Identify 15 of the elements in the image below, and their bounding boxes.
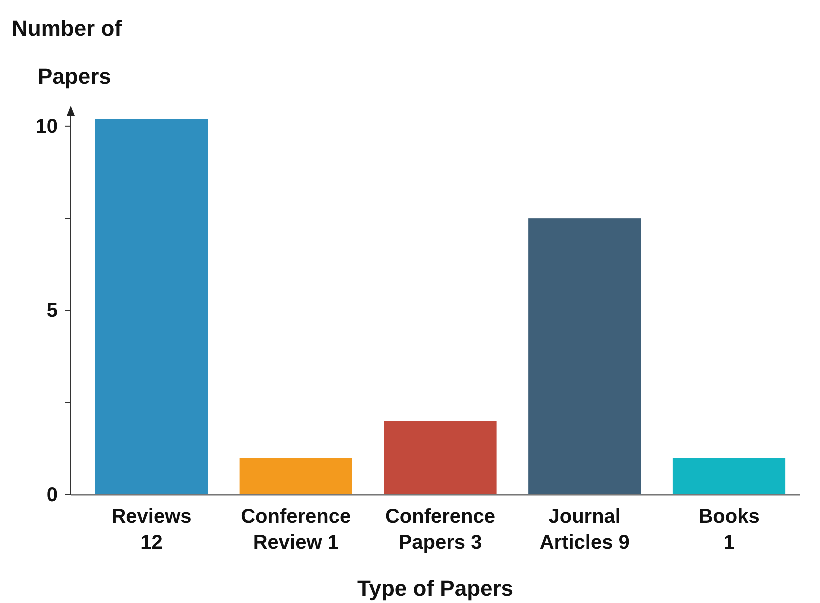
bar xyxy=(384,421,497,495)
x-axis-title: Type of Papers xyxy=(357,576,514,601)
y-tick-label: 0 xyxy=(46,484,58,506)
y-tick-label: 10 xyxy=(36,116,58,138)
bar xyxy=(528,218,642,495)
x-tick-label: Journal Articles 9 xyxy=(540,506,630,554)
bar xyxy=(240,458,352,495)
bar xyxy=(672,458,786,495)
x-tick-label: Conference Papers 3 xyxy=(385,506,496,554)
bar xyxy=(95,119,208,495)
x-tick-label: Reviews 12 xyxy=(112,506,192,554)
y-tick-label: 5 xyxy=(46,300,58,322)
x-tick-label: Conference Review 1 xyxy=(241,506,352,554)
x-tick-label: Books 1 xyxy=(698,506,760,554)
y-axis-title: Number of Papers xyxy=(12,16,123,89)
